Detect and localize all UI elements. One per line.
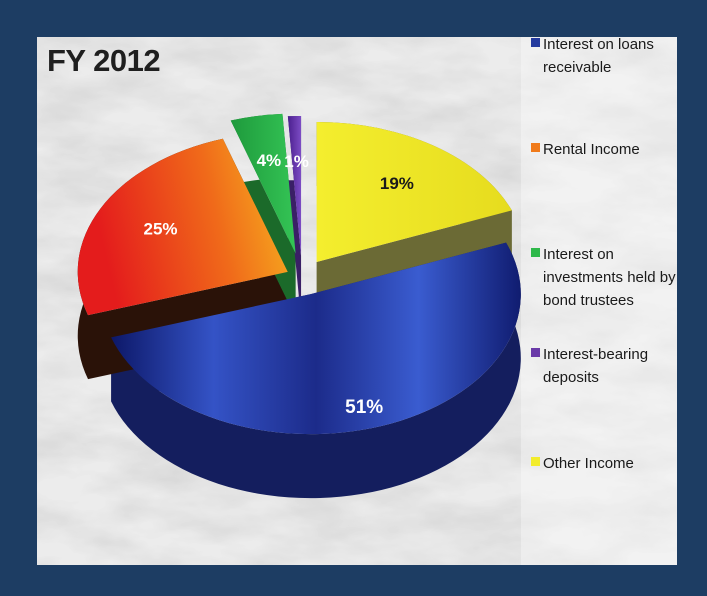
pie-slice-deposits bbox=[287, 116, 302, 257]
legend-swatch-rental bbox=[531, 143, 540, 152]
legend-item-bond-trustees: Interest on investments held by bond tru… bbox=[531, 243, 677, 312]
pie-slice-rental bbox=[77, 138, 288, 316]
legend-item-loans: Interest on loans receivable bbox=[531, 37, 677, 79]
legend-swatch-bond-trustees bbox=[531, 248, 540, 257]
chart-panel: 19% 51% 25% 4% 1% FY 2012 Interest on loans … bbox=[37, 37, 677, 565]
legend-label-deposits: Interest-bearing deposits bbox=[543, 346, 649, 386]
data-label-bond-trustees: 4% bbox=[257, 151, 282, 170]
legend-label-bond-trustees: Interest on investments held by bond tru… bbox=[543, 246, 676, 309]
legend-item-deposits: Interest-bearing deposits bbox=[531, 343, 677, 389]
pie-chart-area: 19% 51% 25% 4% 1% FY 2012 bbox=[37, 37, 521, 565]
data-label-loans: 51% bbox=[345, 397, 383, 418]
data-label-other: 19% bbox=[380, 174, 414, 193]
data-label-deposits: 1% bbox=[284, 152, 309, 171]
chart-title: FY 2012 bbox=[47, 43, 161, 78]
pie-slice-loans bbox=[111, 242, 521, 435]
pie-slice-other bbox=[316, 121, 512, 262]
pie-slice-bond-trustees bbox=[230, 113, 296, 254]
legend-label-loans: Interest on loans receivable bbox=[543, 37, 654, 76]
pie-chart: 19% 51% 25% 4% 1% bbox=[77, 113, 521, 499]
legend-label-rental: Rental Income bbox=[543, 141, 640, 158]
legend-swatch-other bbox=[531, 457, 540, 466]
legend-item-other: Other Income bbox=[531, 452, 677, 475]
legend: Interest on loans receivable Rental Inco… bbox=[521, 37, 677, 565]
legend-swatch-deposits bbox=[531, 348, 540, 357]
data-label-rental: 25% bbox=[143, 220, 177, 239]
legend-item-rental: Rental Income bbox=[531, 138, 677, 161]
legend-swatch-loans bbox=[531, 38, 540, 47]
legend-label-other: Other Income bbox=[543, 455, 634, 472]
